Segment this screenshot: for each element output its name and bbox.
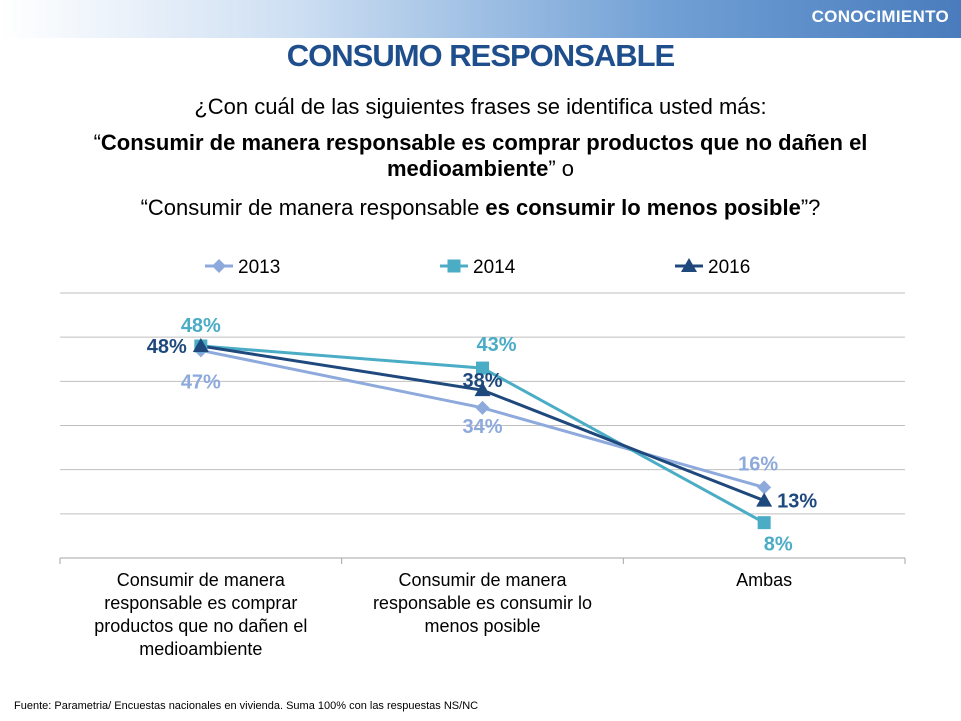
legend-label-2013: 2013 [238,257,280,278]
legend-label-2014: 2014 [473,257,516,278]
data-label-2013: 16% [738,453,778,475]
page-title: CONSUMO RESPONSABLE [286,38,675,73]
legend-marker-2013 [212,259,226,273]
category-label: Consumir de manera [398,570,567,590]
category-label: medioambiente [139,639,262,659]
category-label: productos que no dañen el [94,616,307,636]
data-label-2013: 34% [462,416,502,438]
legend-marker-2014 [447,259,461,273]
header-bar: CONOCIMIENTO [0,0,961,38]
data-point-2013 [757,480,772,495]
data-label-2016: 48% [147,336,187,358]
data-label-2013: 47% [181,371,221,393]
phrase-one-bold: Consumir de manera responsable es compra… [100,130,868,181]
data-point-2014 [476,361,489,375]
data-label-2014: 8% [764,534,793,556]
question-intro: ¿Con cuál de las siguientes frases se id… [194,94,767,119]
phrase-two-close: ”? [800,195,821,220]
category-label: Consumir de manera [117,570,286,590]
phrase-two-plain: “Consumir de manera responsable [140,195,486,220]
data-label-2014: 43% [476,334,516,356]
category-label: menos posible [424,616,540,636]
data-label-2016: 13% [777,491,817,513]
section-label: CONOCIMIENTO [811,7,949,26]
data-point-2016 [756,492,773,507]
data-point-2014 [757,516,771,530]
phrase-one-close: ” o [548,156,575,181]
category-label: responsable es comprar [104,593,297,613]
data-point-2013 [475,400,490,415]
legend-marker-2016 [681,258,697,272]
phrase-one-open-quote: “ [93,130,101,155]
data-point-2016 [474,382,491,397]
phrase-two: “Consumir de manera responsable es consu… [0,195,961,221]
line-chart: Consumir de manera responsable es comprar… [59,257,906,659]
data-label-2014: 48% [181,315,221,337]
phrase-two-bold: es consumir lo menos posible [485,195,801,220]
category-label: Ambas [736,570,792,590]
legend-label-2016: 2016 [708,257,750,278]
phrase-one: “Consumir de manera responsable es compr… [40,130,921,182]
data-label-2016: 38% [462,370,502,392]
data-point-2016 [192,338,209,352]
source-note: Fuente: Parametria/ Encuestas nacionales… [14,700,479,712]
category-label: responsable es consumir lo [373,593,592,613]
